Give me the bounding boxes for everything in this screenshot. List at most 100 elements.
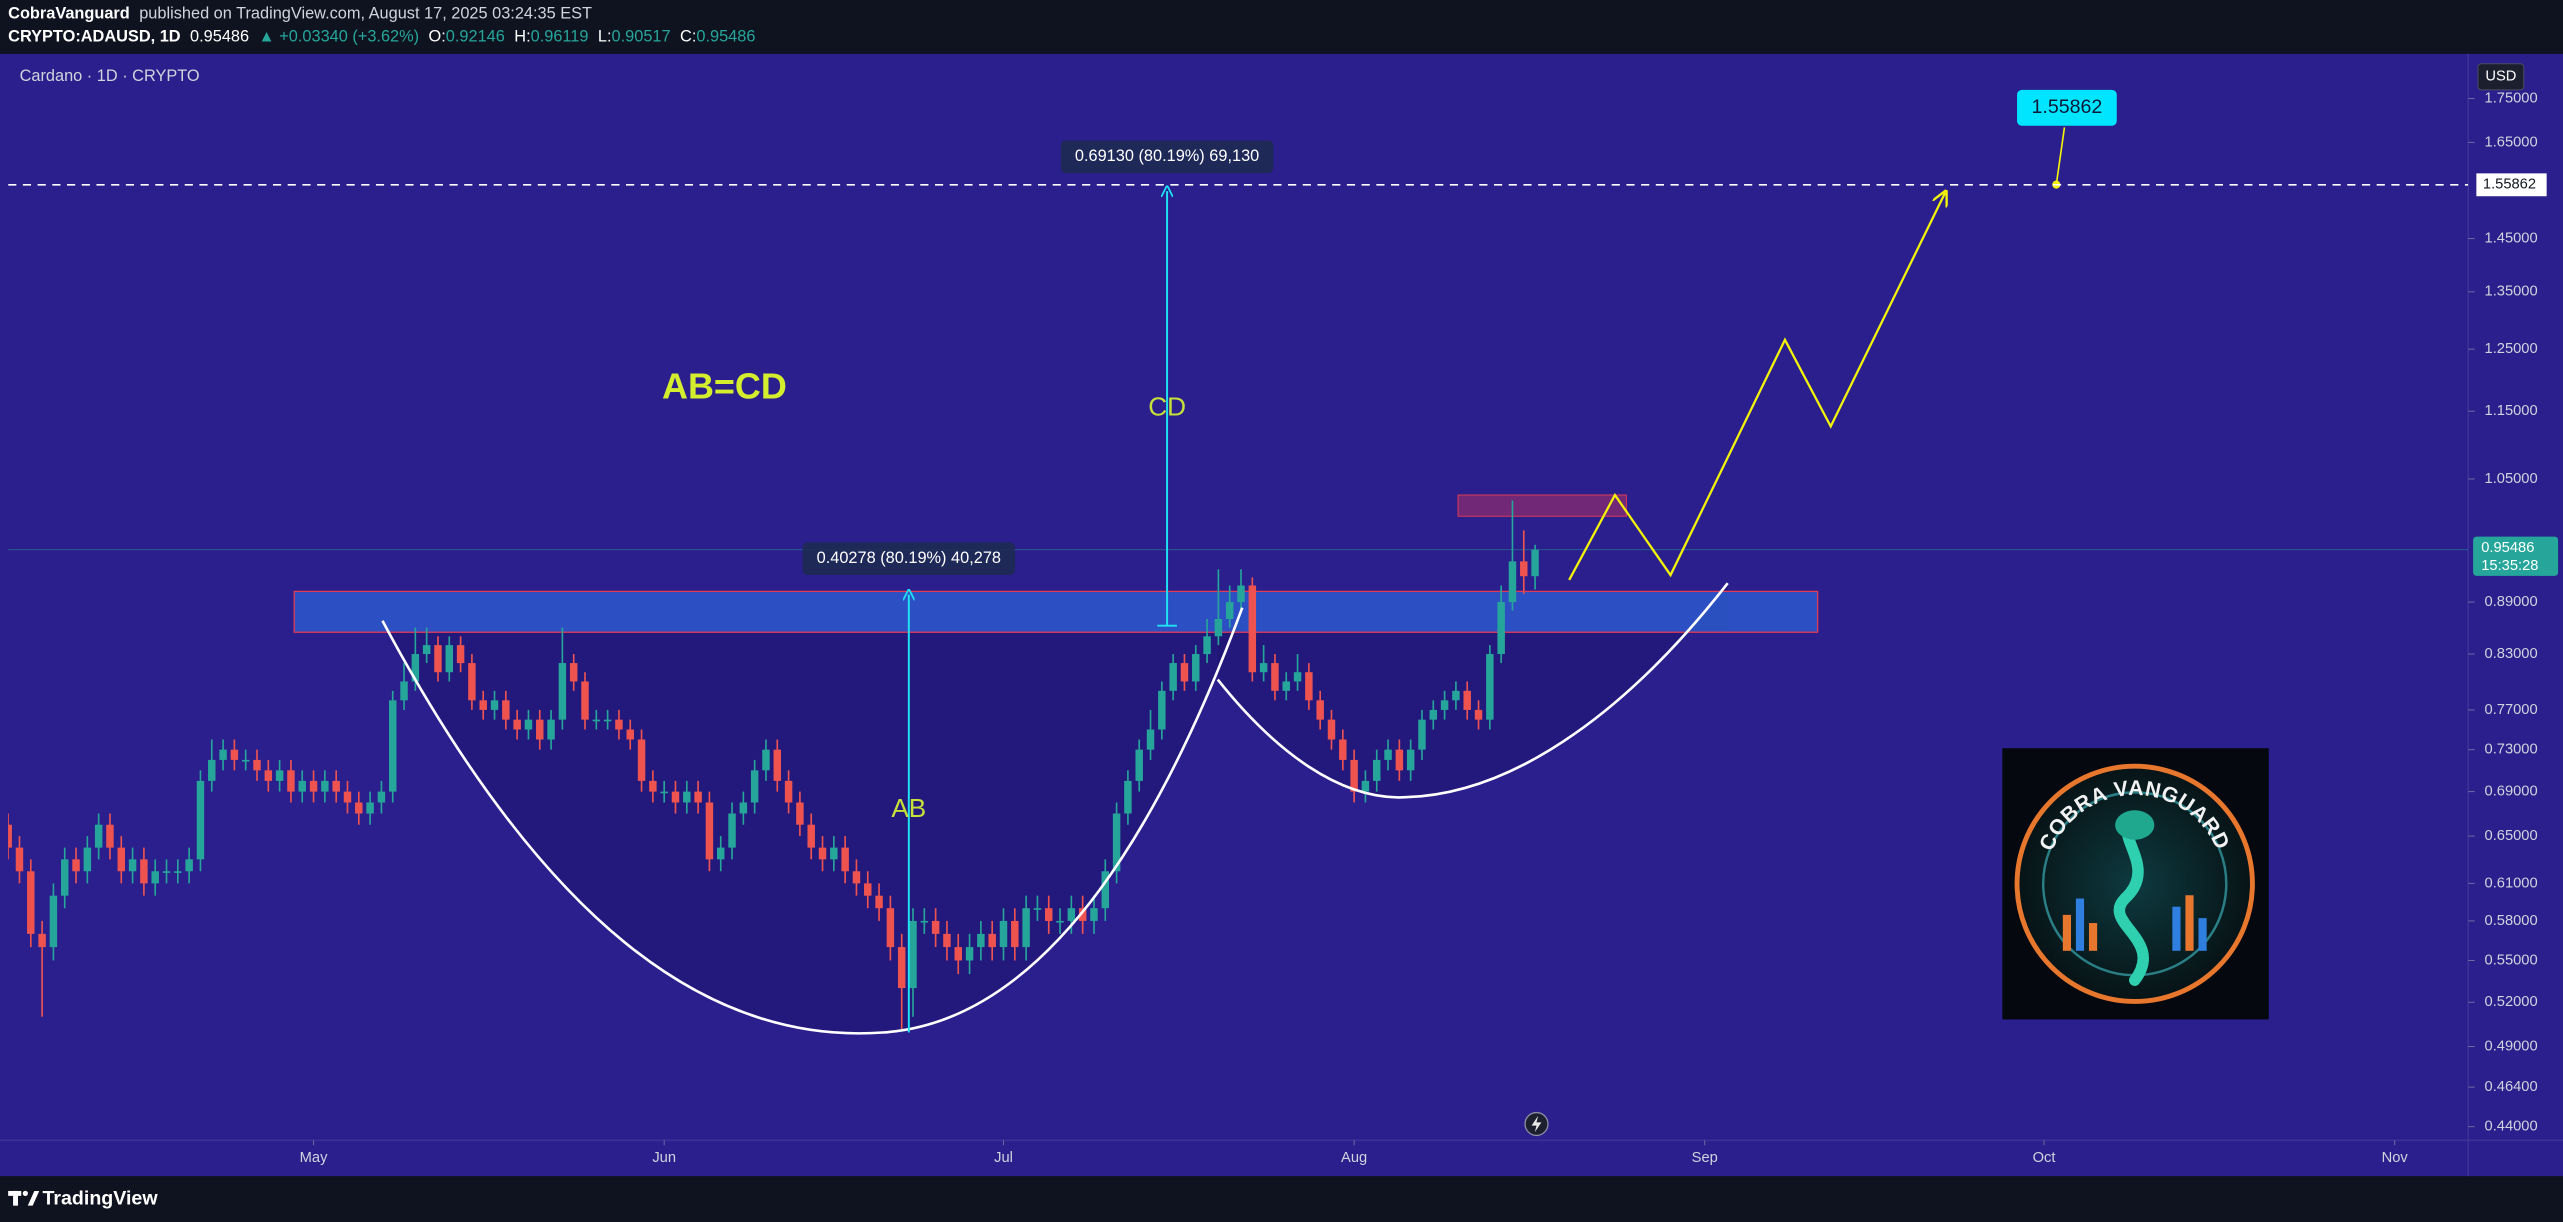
- candle-body: [818, 847, 827, 860]
- candle-body: [920, 920, 929, 923]
- candle-body: [1011, 920, 1019, 948]
- target-callout-box[interactable]: [2017, 89, 2117, 126]
- candle-body: [773, 749, 782, 781]
- support-zone[interactable]: [293, 590, 1819, 633]
- candle-body: [434, 645, 442, 673]
- candle-body: [728, 813, 736, 848]
- candle-body: [1056, 920, 1064, 923]
- target-box: [2476, 173, 2547, 197]
- target-callout: 1.55862: [2031, 96, 2102, 118]
- x-tick-label: Oct: [2033, 1150, 2056, 1166]
- candle-body: [366, 802, 374, 814]
- candle-body: [1339, 739, 1347, 760]
- candle-body: [897, 947, 906, 989]
- y-tick-label: 0.73000: [2485, 742, 2538, 758]
- candle-body: [106, 824, 114, 848]
- candle-body: [1203, 636, 1211, 655]
- candle-body: [490, 700, 499, 710]
- ab-measure-box: [802, 542, 1016, 576]
- y-tick-label: 1.45000: [2485, 230, 2538, 246]
- resistance-zone[interactable]: [1457, 494, 1627, 517]
- candle-body: [1497, 602, 1505, 655]
- candle-body: [445, 645, 454, 673]
- candle-body: [1112, 813, 1121, 872]
- candle-body: [807, 824, 815, 848]
- y-tick-label: 0.83000: [2485, 646, 2538, 662]
- candle-body: [1090, 908, 1098, 921]
- y-tick-label: 0.89000: [2485, 594, 2538, 610]
- candle-body: [275, 770, 284, 781]
- candle-body: [875, 895, 883, 909]
- candle-body: [1124, 780, 1132, 814]
- y-tick-label: 1.75000: [2485, 90, 2538, 106]
- cup-curve[interactable]: [381, 607, 1244, 1035]
- currency: USD: [2485, 69, 2516, 85]
- currency-button[interactable]: [2477, 63, 2525, 91]
- candle-body: [1225, 602, 1234, 619]
- candle-body: [649, 780, 657, 792]
- brand[interactable]: TradingView: [42, 1187, 158, 1209]
- candle-body: [1486, 654, 1494, 720]
- x-tick-label: Jul: [994, 1150, 1013, 1166]
- candle-body: [321, 780, 329, 792]
- overlay: 0.40278 (80.19%) 40,278 0.69130 (80.19%)…: [8, 89, 2469, 1035]
- candle-body: [1146, 729, 1155, 750]
- y-tick-label: 0.77000: [2485, 702, 2538, 718]
- candle-body: [705, 802, 714, 860]
- candle-body: [1248, 585, 1257, 673]
- handle-curve[interactable]: [1216, 582, 1729, 799]
- publish-line: CobraVanguard published on TradingView.c…: [8, 5, 592, 23]
- candle-body: [1067, 908, 1076, 921]
- candle-body: [1520, 561, 1528, 577]
- ohlc-value: 0.92146: [446, 28, 505, 46]
- candle-body: [1474, 709, 1483, 720]
- countdown: 15:35:28: [2481, 558, 2538, 574]
- candle-body: [626, 729, 634, 740]
- candle-body: [592, 719, 601, 722]
- candle-body: [524, 719, 533, 730]
- candle-body: [784, 780, 793, 803]
- candle-body: [196, 780, 205, 860]
- y-tick-label: 0.46400: [2485, 1079, 2538, 1095]
- candle-body: [1169, 663, 1177, 691]
- candle-body: [411, 654, 420, 682]
- candle-body: [185, 859, 193, 872]
- candle-body: [1429, 709, 1438, 720]
- y-tick-label: 0.52000: [2485, 994, 2538, 1010]
- last-price: 0.95486: [190, 28, 249, 46]
- candle-body: [208, 759, 216, 781]
- candle-body: [1316, 700, 1324, 720]
- candle-body: [309, 780, 318, 792]
- candle-body: [72, 859, 80, 872]
- y-tick-label: 0.44000: [2485, 1119, 2538, 1135]
- candle-body: [1237, 585, 1245, 603]
- candle-body: [931, 920, 940, 934]
- candle-body: [332, 780, 340, 792]
- y-tick-label: 0.65000: [2485, 828, 2538, 844]
- y-tick-label: 0.61000: [2485, 875, 2538, 891]
- candle-body: [1259, 663, 1268, 673]
- ohlc-label: H:: [514, 28, 530, 46]
- candle-body: [287, 770, 295, 792]
- candle-body: [1406, 749, 1415, 771]
- ohlc-label: C:: [680, 28, 696, 46]
- candle-body: [377, 791, 386, 803]
- candle-body: [1463, 690, 1471, 710]
- y-tick-label: 0.49000: [2485, 1038, 2538, 1054]
- projection-path[interactable]: [1568, 193, 1945, 581]
- candle-body: [988, 933, 996, 948]
- chart-title[interactable]: Cardano · 1D · CRYPTO: [20, 67, 200, 85]
- last-price-label: 0.95486: [2481, 540, 2534, 556]
- candle-body: [422, 645, 431, 655]
- candle-body: [954, 947, 962, 961]
- ohlc-value: 0.95486: [696, 28, 755, 46]
- cd-label: CD: [1148, 391, 1186, 421]
- candle-body: [852, 871, 861, 884]
- candle-body: [547, 719, 555, 740]
- candle-body: [716, 847, 725, 860]
- candle-body: [117, 847, 126, 872]
- candle-body: [671, 791, 680, 803]
- candle-body: [1271, 663, 1279, 691]
- ohlc-label: L:: [598, 28, 612, 46]
